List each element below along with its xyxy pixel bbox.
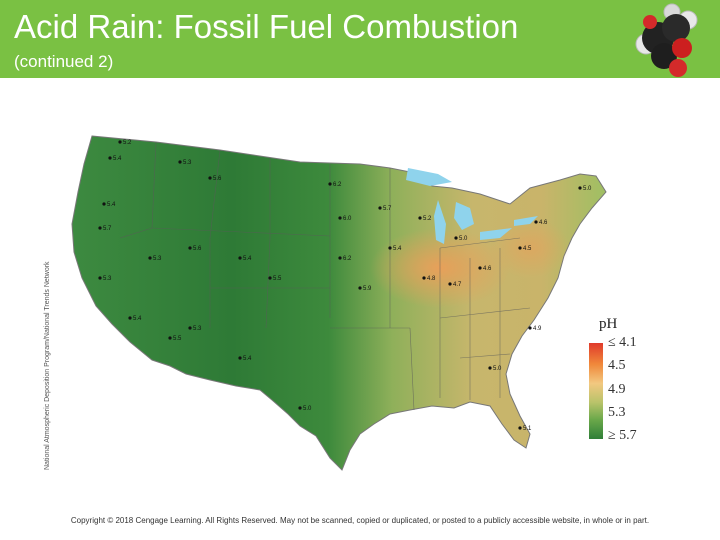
site-ph-label: 5.7 <box>383 206 392 212</box>
site-ph-label: 5.6 <box>193 246 202 252</box>
site-ph-label: 4.9 <box>533 326 542 332</box>
site-ph-label: 4.6 <box>539 220 548 226</box>
site-marker <box>328 182 332 186</box>
site-ph-label: 5.2 <box>123 140 132 146</box>
site-ph-label: 5.5 <box>273 276 282 282</box>
copyright-notice: Copyright © 2018 Cengage Learning. All R… <box>70 516 650 525</box>
site-ph-label: 5.7 <box>103 226 112 232</box>
legend-title: pH <box>599 316 618 332</box>
site-ph-label: 5.3 <box>153 256 162 262</box>
site-marker <box>188 246 192 250</box>
site-marker <box>178 160 182 164</box>
site-ph-label: 4.5 <box>523 246 532 252</box>
site-marker <box>478 266 482 270</box>
site-marker <box>528 326 532 330</box>
site-ph-label: 6.2 <box>343 256 352 262</box>
site-ph-label: 5.3 <box>103 276 112 282</box>
legend-tick: 4.9 <box>608 382 626 397</box>
site-marker <box>338 256 342 260</box>
site-marker <box>298 406 302 410</box>
site-ph-label: 5.0 <box>493 366 502 372</box>
slide-subtitle: (continued 2) <box>14 52 114 71</box>
site-ph-label: 5.4 <box>107 202 116 208</box>
map-source-caption: National Atmospheric Deposition Program/… <box>44 261 51 470</box>
site-ph-label: 6.2 <box>333 182 342 188</box>
site-ph-label: 4.7 <box>453 282 462 288</box>
site-ph-label: 5.4 <box>393 246 402 252</box>
site-marker <box>448 282 452 286</box>
site-marker <box>422 276 426 280</box>
slide-title: Acid Rain: Fossil Fuel Combustion <box>14 8 519 45</box>
site-marker <box>102 202 106 206</box>
site-ph-label: 5.0 <box>583 186 592 192</box>
site-marker <box>488 366 492 370</box>
site-ph-label: 5.4 <box>243 356 252 362</box>
site-marker <box>148 256 152 260</box>
site-marker <box>188 326 192 330</box>
site-ph-label: 5.0 <box>303 406 312 412</box>
site-marker <box>168 336 172 340</box>
legend-tick: ≥ 5.7 <box>608 428 637 443</box>
site-ph-label: 5.2 <box>423 216 432 222</box>
site-ph-label: 4.6 <box>483 266 492 272</box>
site-marker <box>454 236 458 240</box>
site-marker <box>98 226 102 230</box>
site-marker <box>118 140 122 144</box>
site-ph-label: 5.3 <box>183 160 192 166</box>
site-marker <box>338 216 342 220</box>
site-ph-label: 4.8 <box>427 276 436 282</box>
site-marker <box>128 316 132 320</box>
site-ph-label: 5.4 <box>113 156 122 162</box>
site-marker <box>238 356 242 360</box>
site-marker <box>418 216 422 220</box>
legend-tick: ≤ 4.1 <box>608 335 637 350</box>
legend-tick: 4.5 <box>608 358 626 373</box>
state-borders <box>119 141 531 411</box>
legend-color-bar <box>589 343 603 439</box>
slide-header: Acid Rain: Fossil Fuel Combustion (conti… <box>0 0 720 78</box>
site-marker <box>578 186 582 190</box>
site-marker <box>388 246 392 250</box>
molecule-icon <box>635 3 698 77</box>
site-ph-label: 5.1 <box>523 426 532 432</box>
great-lakes <box>406 168 538 244</box>
site-marker <box>378 206 382 210</box>
site-ph-label: 5.9 <box>363 286 372 292</box>
site-ph-label: 5.4 <box>243 256 252 262</box>
site-marker <box>518 426 522 430</box>
site-marker <box>358 286 362 290</box>
site-ph-label: 5.0 <box>459 236 468 242</box>
site-marker <box>208 176 212 180</box>
site-marker <box>98 276 102 280</box>
site-marker <box>518 246 522 250</box>
us-acid-rain-map: 5.2 5.4 5.3 5.4 5.7 5.3 5.4 5.5 5.3 5.6 5.4 5.5 5.3 5… <box>71 135 607 471</box>
site-ph-label: 5.3 <box>193 326 202 332</box>
site-ph-label: 6.0 <box>343 216 352 222</box>
site-marker <box>268 276 272 280</box>
site-ph-label: 5.4 <box>133 316 142 322</box>
site-markers: 5.2 5.4 5.3 5.4 5.7 5.3 5.4 5.5 5.3 5.6 5.4 5.5 5.3 5… <box>98 140 592 432</box>
site-marker <box>534 220 538 224</box>
site-marker <box>108 156 112 160</box>
legend-tick: 5.3 <box>608 405 626 420</box>
site-ph-label: 5.6 <box>213 176 222 182</box>
site-marker <box>238 256 242 260</box>
site-ph-label: 5.5 <box>173 336 182 342</box>
